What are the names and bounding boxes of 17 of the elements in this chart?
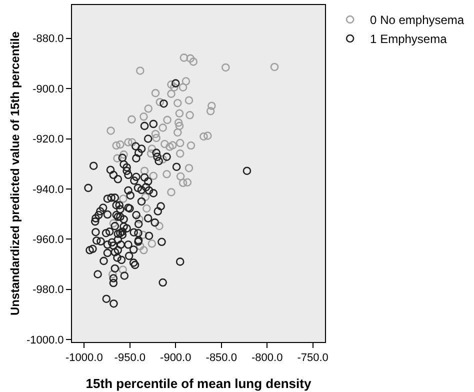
x-tick-label: -850.0 bbox=[206, 352, 237, 364]
x-axis-title: 15th percentile of mean lung density bbox=[86, 376, 312, 391]
y-tick-label: -1000.0 bbox=[26, 334, 64, 346]
y-tick-label: -920.0 bbox=[32, 134, 64, 146]
y-tick-label: -880.0 bbox=[32, 33, 64, 46]
x-tick-label: -900.0 bbox=[160, 352, 192, 364]
x-tick-label: -800.0 bbox=[252, 352, 283, 364]
y-tick-label: -960.0 bbox=[32, 234, 64, 246]
y-tick-label: -900.0 bbox=[32, 83, 64, 96]
x-tick-label: -950.0 bbox=[114, 352, 146, 364]
legend-label: 0 No emphysema bbox=[370, 13, 464, 28]
y-axis-title: Unstandardized predicted value of 15th percentile bbox=[8, 31, 22, 316]
x-tick-label: -1000.0 bbox=[66, 352, 103, 364]
legend-label: 1 Emphysema bbox=[370, 32, 448, 46]
y-tick-label: -980.0 bbox=[32, 284, 64, 296]
y-tick-label: -940.0 bbox=[32, 184, 64, 196]
x-tick-label: -750.0 bbox=[297, 352, 328, 364]
